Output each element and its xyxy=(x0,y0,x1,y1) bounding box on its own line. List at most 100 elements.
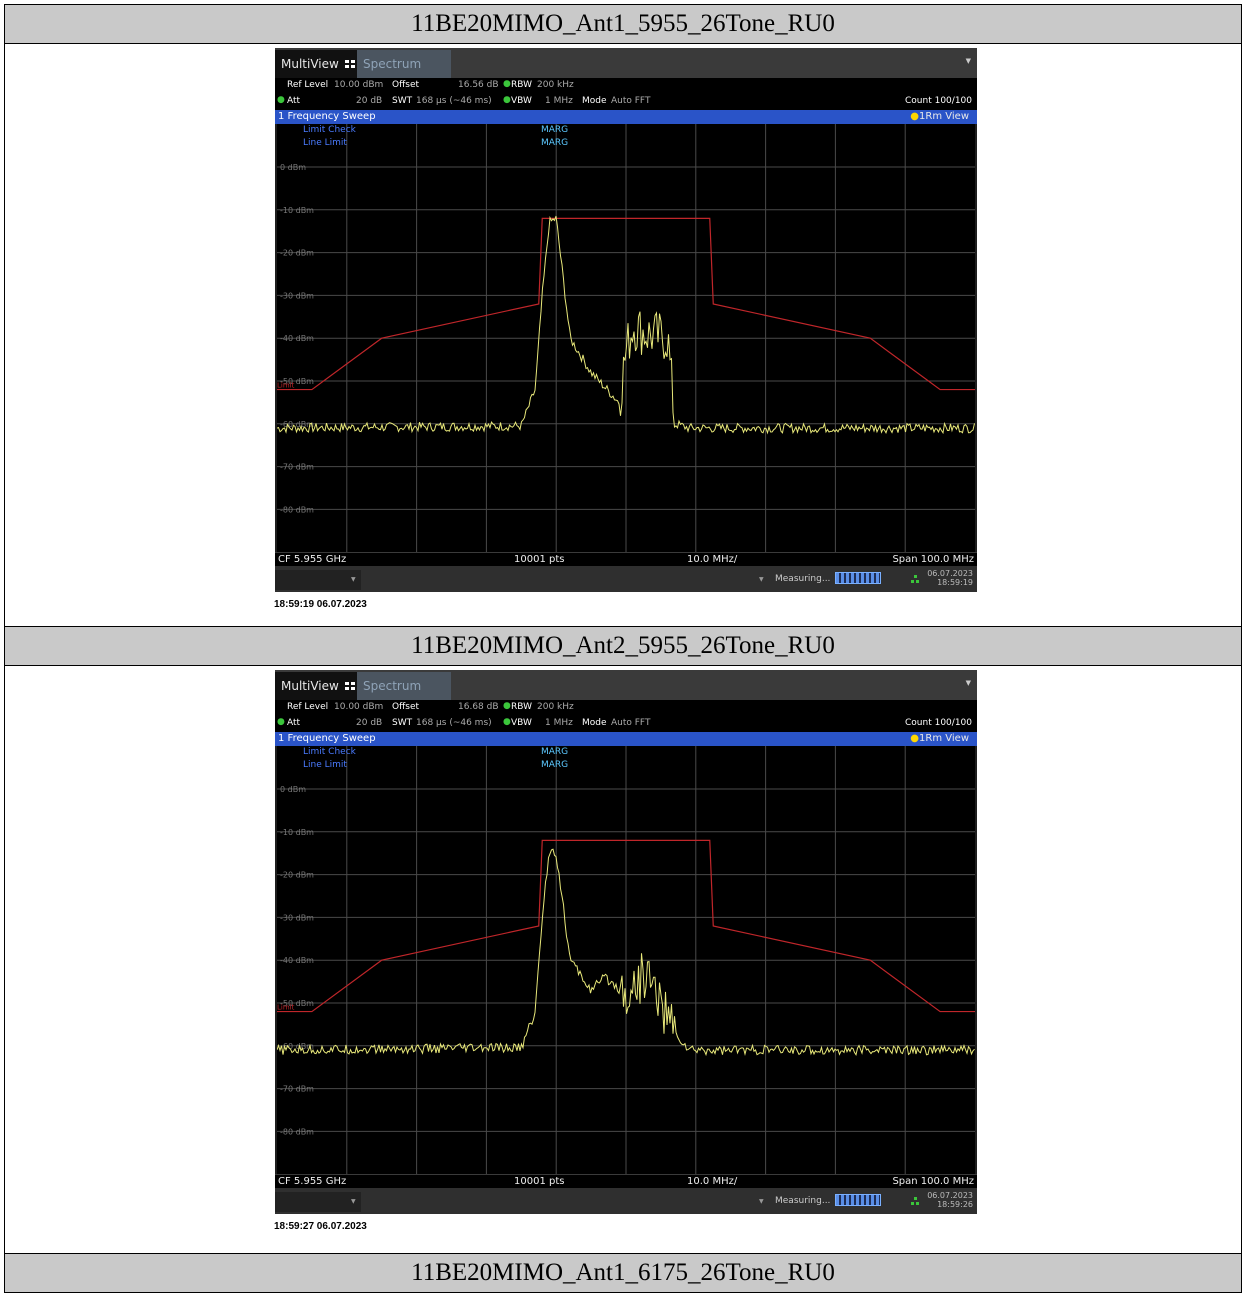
y-tick-label: -50 dBm xyxy=(280,999,314,1008)
multiview-label: MultiView xyxy=(281,57,339,71)
sweep-title: 1 Frequency Sweep xyxy=(278,733,376,744)
att-value: 20 dB xyxy=(356,718,383,728)
capture-timestamp-1: 18:59:19 06.07.2023 xyxy=(274,599,367,610)
ref-level-value: 10.00 dBm xyxy=(334,80,384,90)
limit-check-label: Limit Check xyxy=(303,747,356,757)
rbw-value: 200 kHz xyxy=(537,702,574,712)
y-tick-label: -40 dBm xyxy=(280,334,314,343)
trace-view-indicator: ●1Rm View xyxy=(910,111,969,122)
multiview-tab[interactable]: MultiView xyxy=(275,672,357,700)
screen-date: 06.07.2023 xyxy=(927,1191,973,1200)
settings-panel: Ref Level 10.00 dBm Offset 16.68 dB ● RB… xyxy=(275,700,977,732)
grid-icon xyxy=(344,60,355,68)
chevron-down-icon[interactable]: ▼ xyxy=(965,679,971,687)
chevron-down-icon[interactable]: ▼ xyxy=(965,57,971,65)
multiview-label: MultiView xyxy=(281,679,339,693)
section-title-1: 11BE20MIMO_Ant1_5955_26Tone_RU0 xyxy=(5,5,1241,44)
y-tick-label: -50 dBm xyxy=(280,377,314,386)
limit-line xyxy=(277,217,975,391)
rbw-label: RBW xyxy=(511,80,533,90)
y-tick-label: -70 dBm xyxy=(280,463,314,472)
network-icon xyxy=(911,1197,919,1205)
vbw-value: 1 MHz xyxy=(545,718,573,728)
section-content-2: MultiView Spectrum ▼ Ref Level 10.00 dBm… xyxy=(5,666,1241,1254)
screen-date: 06.07.2023 xyxy=(927,569,973,578)
line-limit-result: MARG xyxy=(541,138,569,148)
sweep-title: 1 Frequency Sweep xyxy=(278,111,376,122)
limit-check-label: Limit Check xyxy=(303,125,356,135)
rbw-value: 200 kHz xyxy=(537,80,574,90)
spectrum-plot[interactable]: 0 dBm -10 dBm -20 dBm -30 dBm -40 dBm -50 dBm… xyxy=(277,746,975,1174)
multiview-tab[interactable]: MultiView xyxy=(275,50,357,78)
sweep-points: 10001 pts xyxy=(514,554,565,565)
chevron-down-icon: ▼ xyxy=(351,1198,356,1205)
spectrum-chart: 0 dBm -10 dBm -20 dBm -30 dBm -40 dBm -50 dBm… xyxy=(277,124,975,552)
y-tick-label: -40 dBm xyxy=(280,956,314,965)
sweep-title-bar: 1 Frequency Sweep ●1Rm View xyxy=(275,732,977,746)
frequency-per-division: 10.0 MHz/ xyxy=(687,554,738,565)
sweep-count: Count 100/100 xyxy=(905,96,972,106)
measuring-status: Measuring... xyxy=(775,1196,831,1206)
line-limit-label: Line Limit xyxy=(303,138,347,148)
status-dot-icon: ● xyxy=(277,95,285,105)
grid-icon xyxy=(344,682,355,690)
progress-bar xyxy=(835,572,881,584)
limit-tag: Limit xyxy=(277,382,295,390)
mode-label: Mode xyxy=(582,718,607,728)
swt-value: 168 µs (~46 ms) xyxy=(416,96,492,106)
screen-time: 18:59:19 xyxy=(937,578,973,587)
line-limit-result: MARG xyxy=(541,760,569,770)
limit-line xyxy=(277,839,975,1013)
analyzer-screenshot-1: MultiView Spectrum ▼ Ref Level 10.00 dBm… xyxy=(275,48,977,592)
status-bar: ▼ ▼ Measuring... 06.07.2023 18:59:26 xyxy=(275,1188,977,1214)
y-tick-label: -30 dBm xyxy=(280,913,314,922)
sweep-points: 10001 pts xyxy=(514,1176,565,1187)
mode-label: Mode xyxy=(582,96,607,106)
sweep-count: Count 100/100 xyxy=(905,718,972,728)
mode-value: Auto FFT xyxy=(611,718,651,728)
input-selector[interactable]: ▼ xyxy=(275,570,361,590)
section-title-2: 11BE20MIMO_Ant2_5955_26Tone_RU0 xyxy=(5,627,1241,666)
swt-label: SWT xyxy=(392,96,413,106)
mode-value: Auto FFT xyxy=(611,96,651,106)
rbw-label: RBW xyxy=(511,702,533,712)
frequency-axis-bar: CF 5.955 GHz 10001 pts 10.0 MHz/ Span 10… xyxy=(275,1174,977,1188)
y-tick-label: -80 dBm xyxy=(280,1127,314,1136)
y-tick-label: -70 dBm xyxy=(280,1085,314,1094)
report-table: 11BE20MIMO_Ant1_5955_26Tone_RU0 MultiVie… xyxy=(4,4,1242,1293)
title-bar: MultiView Spectrum ▼ xyxy=(275,48,977,78)
status-dot-icon: ● xyxy=(503,701,511,711)
y-tick-label: -60 dBm xyxy=(280,420,314,429)
status-dot-icon: ● xyxy=(503,717,511,727)
center-frequency: CF 5.955 GHz xyxy=(278,1176,347,1187)
spectrum-chart: 0 dBm -10 dBm -20 dBm -30 dBm -40 dBm -50 dBm… xyxy=(277,746,975,1174)
vbw-value: 1 MHz xyxy=(545,96,573,106)
limit-check-result: MARG xyxy=(541,125,569,135)
status-dot-icon: ● xyxy=(503,95,511,105)
att-value: 20 dB xyxy=(356,96,383,106)
swt-label: SWT xyxy=(392,718,413,728)
spectrum-tab[interactable]: Spectrum xyxy=(357,50,451,78)
att-label: Att xyxy=(287,718,301,728)
frequency-per-division: 10.0 MHz/ xyxy=(687,1176,738,1187)
chevron-down-icon[interactable]: ▼ xyxy=(759,1198,764,1205)
vbw-label: VBW xyxy=(511,718,532,728)
trace-dot-icon: ● xyxy=(910,733,920,744)
frequency-span: Span 100.0 MHz xyxy=(892,554,974,565)
ref-level-label: Ref Level xyxy=(287,80,329,90)
screen-time: 18:59:26 xyxy=(937,1200,973,1209)
ref-level-label: Ref Level xyxy=(287,702,329,712)
progress-bar xyxy=(835,1194,881,1206)
y-tick-label: -10 dBm xyxy=(280,828,314,837)
chevron-down-icon[interactable]: ▼ xyxy=(759,576,764,583)
frequency-axis-bar: CF 5.955 GHz 10001 pts 10.0 MHz/ Span 10… xyxy=(275,552,977,566)
settings-panel: Ref Level 10.00 dBm Offset 16.56 dB ● RB… xyxy=(275,78,977,110)
frequency-span: Span 100.0 MHz xyxy=(892,1176,974,1187)
input-selector[interactable]: ▼ xyxy=(275,1192,361,1212)
trace-1rm xyxy=(277,215,975,435)
limit-tag: Limit xyxy=(277,1004,295,1012)
status-dot-icon: ● xyxy=(277,717,285,727)
spectrum-plot[interactable]: 0 dBm -10 dBm -20 dBm -30 dBm -40 dBm -50 dBm… xyxy=(277,124,975,552)
spectrum-tab[interactable]: Spectrum xyxy=(357,672,451,700)
att-label: Att xyxy=(287,96,301,106)
